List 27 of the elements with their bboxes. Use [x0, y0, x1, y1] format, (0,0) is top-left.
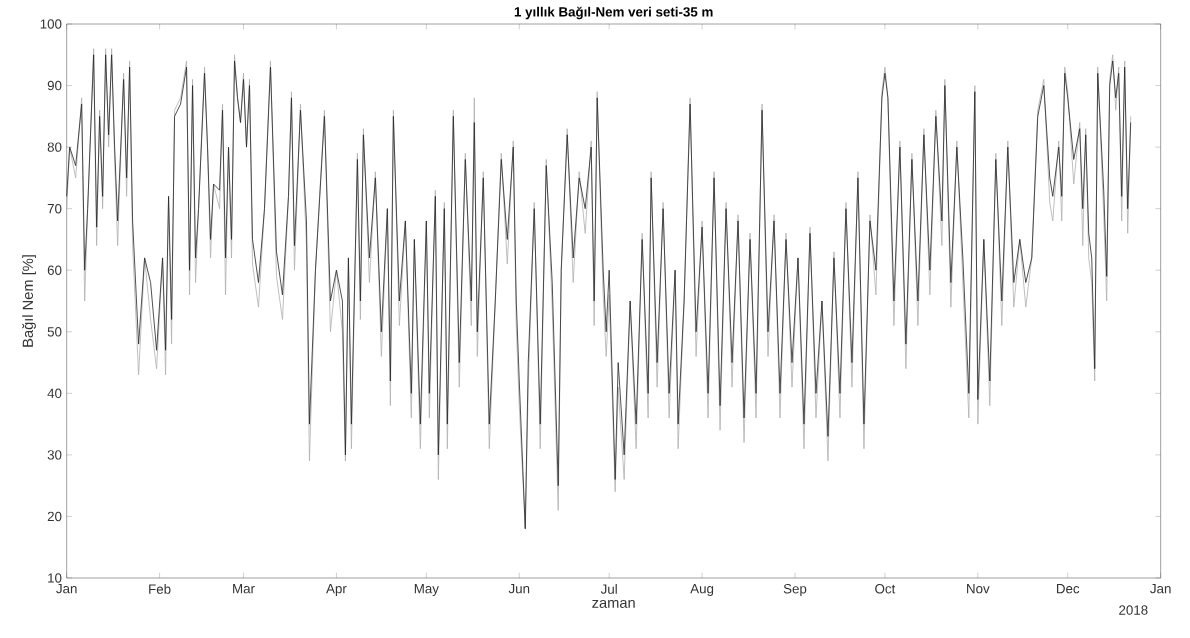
y-axis-title: Bağıl Nem [%] [22, 255, 36, 347]
x-tick-label: Feb [149, 584, 171, 594]
x-tick-label: May [414, 584, 439, 596]
x-tick-label: Mar [233, 584, 255, 594]
x-tick-label: Jan [1150, 584, 1171, 594]
y-tick-label: 70 [47, 203, 62, 214]
x-tick-label: Jan [56, 584, 77, 594]
chart-title: 1 yıllık Bağıl-Nem veri seti-35 m [514, 6, 713, 20]
y-tick-label: 10 [48, 573, 62, 583]
y-tick-label: 20 [47, 511, 62, 522]
x-axis-title: zaman [592, 599, 635, 608]
x-tick-label: Oct [875, 584, 896, 594]
x-tick-label: Nov [967, 584, 990, 594]
x-tick-label: Dec [1056, 584, 1080, 594]
x-tick-label: Jul [600, 584, 617, 594]
y-tick-label: 30 [47, 450, 62, 460]
y-tick-label: 60 [47, 265, 62, 275]
x-tick-label: Sep [783, 584, 807, 597]
y-tick-label: 100 [40, 19, 62, 29]
x-tick-label: Aug [690, 584, 714, 596]
y-tick-label: 90 [47, 80, 62, 91]
y-tick-label: 40 [47, 388, 62, 399]
x-tick-label: Jun [508, 584, 530, 594]
y-tick-label: 80 [47, 142, 62, 152]
x-tick-label: Apr [326, 584, 347, 596]
text: 2018 [1119, 605, 1148, 615]
y-tick-label: 50 [47, 327, 62, 337]
